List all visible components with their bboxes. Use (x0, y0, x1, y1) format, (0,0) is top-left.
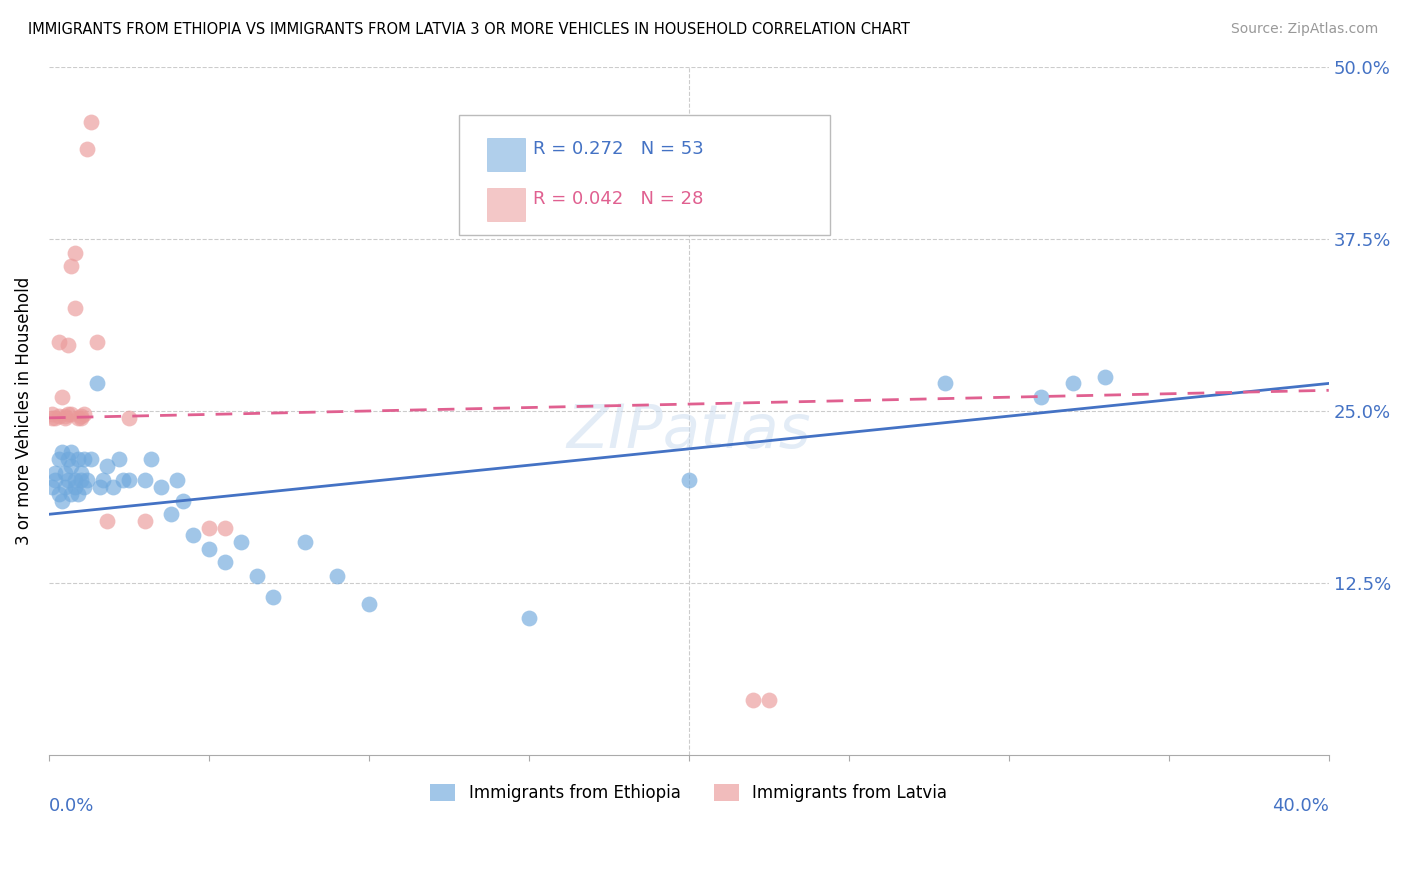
Point (181, 528, 204, 542)
Point (678, 473, 700, 487)
Point (159, 508, 181, 522)
Point (70, 409, 93, 424)
Point (48, 486, 70, 500)
Point (41, 480, 63, 494)
Point (294, 534, 316, 549)
Point (60, 445, 83, 459)
Point (73, 407, 96, 421)
Text: R = 0.042   N = 28: R = 0.042 N = 28 (533, 190, 703, 208)
Point (108, 452, 131, 467)
Point (56, 407, 79, 421)
Point (741, 693, 763, 707)
Point (172, 493, 194, 508)
Point (56, 473, 79, 487)
Point (53, 480, 76, 494)
Point (44, 410, 66, 425)
Point (53, 410, 76, 425)
Point (51, 493, 73, 508)
Point (79, 452, 101, 467)
Point (134, 473, 156, 487)
Point (41, 407, 63, 421)
Point (118, 473, 141, 487)
Text: Source: ZipAtlas.com: Source: ZipAtlas.com (1230, 22, 1378, 37)
Point (517, 610, 540, 624)
Point (70, 466, 93, 480)
Text: ZIPatlas: ZIPatlas (567, 402, 811, 461)
Point (198, 541, 221, 556)
Point (70, 473, 93, 487)
Point (70, 410, 93, 425)
Point (141, 452, 163, 467)
Point (89, 480, 111, 494)
Text: 40.0%: 40.0% (1272, 797, 1329, 814)
Point (86, 376, 108, 391)
Legend: Immigrants from Ethiopia, Immigrants from Latvia: Immigrants from Ethiopia, Immigrants fro… (423, 778, 955, 809)
Point (56, 452, 79, 467)
Point (149, 480, 172, 494)
Point (53, 466, 76, 480)
Point (73, 452, 96, 467)
Point (96, 459, 118, 474)
Point (63, 301, 86, 315)
Point (66, 486, 89, 500)
Point (48, 452, 70, 467)
Point (48, 335, 70, 350)
Point (73, 480, 96, 494)
Point (48, 409, 70, 424)
Point (86, 335, 108, 350)
Point (326, 569, 349, 583)
Point (66, 410, 89, 425)
Point (214, 556, 236, 570)
Point (229, 534, 252, 549)
FancyBboxPatch shape (458, 115, 830, 235)
Point (51, 390, 73, 404)
Point (934, 376, 956, 391)
Point (76, 473, 98, 487)
Point (79, 114, 101, 128)
Point (198, 521, 221, 535)
Y-axis label: 3 or more Vehicles in Household: 3 or more Vehicles in Household (15, 277, 32, 545)
FancyBboxPatch shape (486, 138, 524, 171)
Point (96, 514, 118, 528)
Point (60, 260, 83, 274)
Point (44, 473, 66, 487)
Point (357, 597, 380, 611)
Point (758, 693, 780, 707)
Point (63, 480, 86, 494)
Point (1062, 376, 1084, 391)
Text: R = 0.272   N = 53: R = 0.272 N = 53 (533, 140, 703, 158)
Point (60, 459, 83, 474)
Point (60, 486, 83, 500)
FancyBboxPatch shape (486, 188, 524, 221)
Point (118, 410, 141, 425)
Point (53, 409, 76, 424)
Point (63, 473, 86, 487)
Point (76, 142, 98, 156)
Point (134, 514, 156, 528)
Point (262, 590, 284, 604)
Text: IMMIGRANTS FROM ETHIOPIA VS IMMIGRANTS FROM LATVIA 3 OR MORE VEHICLES IN HOUSEHO: IMMIGRANTS FROM ETHIOPIA VS IMMIGRANTS F… (28, 22, 910, 37)
Text: 0.0%: 0.0% (49, 797, 94, 814)
Point (166, 473, 188, 487)
Point (60, 407, 83, 421)
Point (66, 452, 89, 467)
Point (93, 473, 115, 487)
Point (51, 445, 73, 459)
Point (41, 410, 63, 425)
Point (101, 480, 124, 494)
Point (214, 521, 236, 535)
Point (1029, 390, 1052, 404)
Point (44, 466, 66, 480)
Point (63, 245, 86, 260)
Point (1094, 369, 1116, 384)
Point (246, 569, 269, 583)
Point (56, 338, 79, 352)
Point (111, 473, 134, 487)
